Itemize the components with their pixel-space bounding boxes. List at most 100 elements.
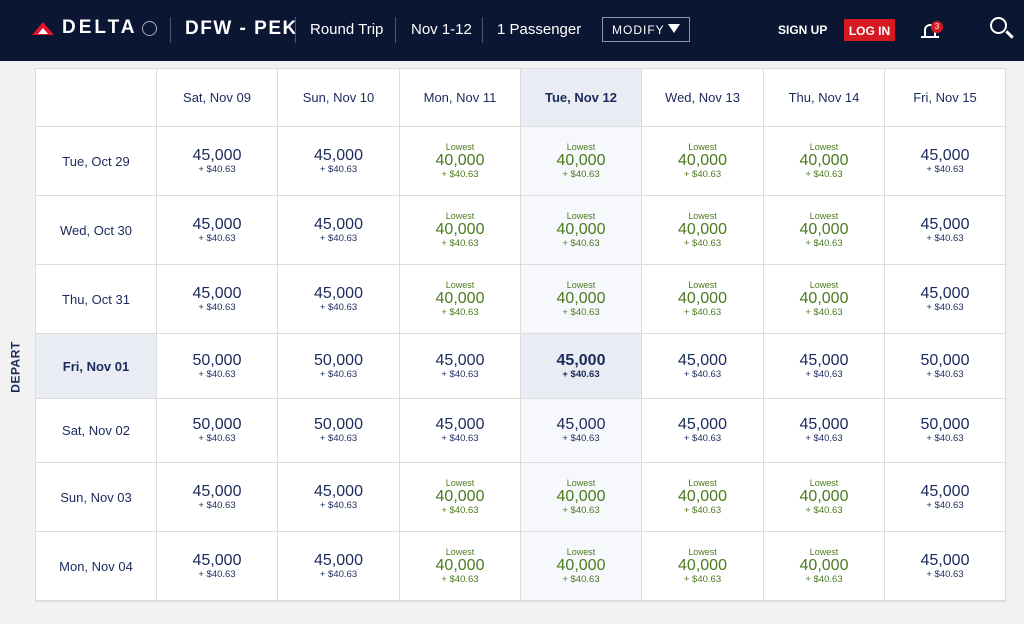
fare-cell[interactable]: 45,000 + $40.63 (764, 399, 885, 463)
fare-cell[interactable]: 45,000 + $40.63 (278, 265, 400, 334)
fare-cell[interactable]: Lowest 40,000 + $40.63 (521, 532, 642, 601)
fare-miles: 45,000 (314, 146, 363, 164)
fare-miles: 45,000 (314, 551, 363, 569)
lowest-badge: Lowest (445, 210, 475, 221)
fare-taxes: + $40.63 (441, 306, 479, 318)
fare-cell[interactable]: 50,000 + $40.63 (157, 399, 278, 463)
modify-button[interactable]: MODIFY (602, 17, 690, 42)
fare-miles: 40,000 (678, 151, 727, 169)
fare-cell[interactable]: 45,000 + $40.63 (157, 196, 278, 265)
sign-up-link[interactable]: SIGN UP (778, 23, 828, 37)
fare-cell[interactable]: 45,000 + $40.63 (764, 334, 885, 399)
depart-date-header[interactable]: Tue, Oct 29 (36, 127, 157, 196)
depart-date-header[interactable]: Sat, Nov 02 (36, 399, 157, 463)
fare-miles: 50,000 (314, 416, 363, 433)
fare-cell[interactable]: 45,000 + $40.63 (278, 127, 400, 196)
return-date-header[interactable]: Mon, Nov 11 (400, 69, 521, 127)
fare-miles: 45,000 (192, 284, 242, 302)
fare-cell[interactable]: Lowest 40,000 + $40.63 (521, 463, 642, 532)
fare-taxes: + $40.63 (441, 504, 479, 516)
return-date-header[interactable]: Wed, Nov 13 (642, 69, 764, 127)
depart-date-header[interactable]: Fri, Nov 01 (36, 334, 157, 399)
fare-taxes: + $40.63 (683, 306, 722, 318)
fare-cell[interactable]: 45,000 + $40.63 (885, 532, 1006, 601)
fare-cell[interactable]: 50,000 + $40.63 (885, 334, 1006, 399)
search-icon[interactable] (990, 17, 1014, 41)
fare-cell[interactable]: 45,000 + $40.63 (278, 463, 400, 532)
divider (295, 17, 296, 43)
fare-cell[interactable]: 45,000 + $40.63 (157, 127, 278, 196)
log-in-button[interactable]: LOG IN (844, 19, 895, 41)
fare-cell[interactable]: Lowest 40,000 + $40.63 (642, 196, 764, 265)
fare-cell[interactable]: Lowest 40,000 + $40.63 (400, 265, 521, 334)
fare-cell[interactable]: 45,000 + $40.63 (157, 532, 278, 601)
lowest-badge: Lowest (566, 141, 596, 152)
fare-taxes: + $40.63 (926, 301, 964, 313)
fare-cell[interactable]: 50,000 + $40.63 (885, 399, 1006, 463)
fare-cell[interactable]: 50,000 + $40.63 (278, 334, 400, 399)
fare-taxes: + $40.63 (198, 499, 236, 511)
fare-cell[interactable]: Lowest 40,000 + $40.63 (764, 532, 885, 601)
fare-taxes: + $40.63 (562, 433, 600, 444)
fare-cell[interactable]: 45,000 + $40.63 (278, 196, 400, 265)
fare-cell[interactable]: 45,000 + $40.63 (885, 265, 1006, 334)
fare-taxes: + $40.63 (683, 433, 722, 444)
fare-miles: 45,000 (556, 416, 606, 433)
fare-taxes: + $40.63 (198, 568, 236, 580)
depart-label: DEPART (8, 341, 23, 393)
depart-date-header[interactable]: Sun, Nov 03 (36, 463, 157, 532)
fare-taxes: + $40.63 (805, 504, 843, 516)
fare-cell[interactable]: 45,000 + $40.63 (885, 196, 1006, 265)
corner-cell (36, 69, 157, 127)
return-date-header[interactable]: Thu, Nov 14 (764, 69, 885, 127)
fare-cell[interactable]: 45,000 + $40.63 (885, 127, 1006, 196)
return-date-header[interactable]: Sun, Nov 10 (278, 69, 400, 127)
depart-date-header[interactable]: Thu, Oct 31 (36, 265, 157, 334)
fare-cell[interactable]: Lowest 40,000 + $40.63 (400, 196, 521, 265)
fare-cell[interactable]: Lowest 40,000 + $40.63 (400, 532, 521, 601)
return-date-header[interactable]: Fri, Nov 15 (885, 69, 1006, 127)
fare-cell[interactable]: Lowest 40,000 + $40.63 (400, 463, 521, 532)
fare-cell[interactable]: Lowest 40,000 + $40.63 (521, 196, 642, 265)
fare-cell[interactable]: 45,000 + $40.63 (521, 334, 642, 399)
depart-date-header[interactable]: Wed, Oct 30 (36, 196, 157, 265)
fare-taxes: + $40.63 (562, 368, 600, 380)
fare-cell[interactable]: Lowest 40,000 + $40.63 (400, 127, 521, 196)
fare-cell[interactable]: 50,000 + $40.63 (278, 399, 400, 463)
fare-cell[interactable]: Lowest 40,000 + $40.63 (642, 127, 764, 196)
delta-logo[interactable]: DELTA (32, 17, 157, 39)
fare-cell[interactable]: 45,000 + $40.63 (157, 265, 278, 334)
fare-cell[interactable]: Lowest 40,000 + $40.63 (764, 463, 885, 532)
fare-miles: 45,000 (556, 351, 606, 369)
lowest-badge: Lowest (809, 279, 839, 290)
return-date-header[interactable]: Sat, Nov 09 (157, 69, 278, 127)
fare-cell[interactable]: Lowest 40,000 + $40.63 (642, 463, 764, 532)
depart-date-header[interactable]: Mon, Nov 04 (36, 532, 157, 601)
fare-miles: 40,000 (678, 289, 727, 307)
fare-cell[interactable]: Lowest 40,000 + $40.63 (642, 265, 764, 334)
fare-cell[interactable]: 45,000 + $40.63 (642, 399, 764, 463)
lowest-badge: Lowest (809, 477, 839, 488)
fare-cell[interactable]: 45,000 + $40.63 (278, 532, 400, 601)
return-date-header[interactable]: Tue, Nov 12 (521, 69, 642, 127)
fare-cell[interactable]: 50,000 + $40.63 (157, 334, 278, 399)
fare-cell[interactable]: 45,000 + $40.63 (157, 463, 278, 532)
fare-taxes: + $40.63 (198, 163, 236, 175)
fare-taxes: + $40.63 (198, 232, 236, 244)
fare-cell[interactable]: 45,000 + $40.63 (521, 399, 642, 463)
fare-taxes: + $40.63 (562, 306, 600, 318)
fare-cell[interactable]: Lowest 40,000 + $40.63 (521, 265, 642, 334)
fare-cell[interactable]: 45,000 + $40.63 (400, 334, 521, 399)
fare-cell[interactable]: Lowest 40,000 + $40.63 (642, 532, 764, 601)
fare-cell[interactable]: 45,000 + $40.63 (400, 399, 521, 463)
fare-cell[interactable]: Lowest 40,000 + $40.63 (764, 265, 885, 334)
fare-miles: 50,000 (192, 416, 242, 433)
fare-cell[interactable]: 45,000 + $40.63 (885, 463, 1006, 532)
fare-cell[interactable]: Lowest 40,000 + $40.63 (764, 127, 885, 196)
brand-name: DELTA (62, 17, 138, 38)
fare-cell[interactable]: Lowest 40,000 + $40.63 (764, 196, 885, 265)
fare-cell[interactable]: 45,000 + $40.63 (642, 334, 764, 399)
fare-taxes: + $40.63 (562, 237, 600, 249)
skyteam-globe-icon (141, 20, 157, 36)
fare-cell[interactable]: Lowest 40,000 + $40.63 (521, 127, 642, 196)
